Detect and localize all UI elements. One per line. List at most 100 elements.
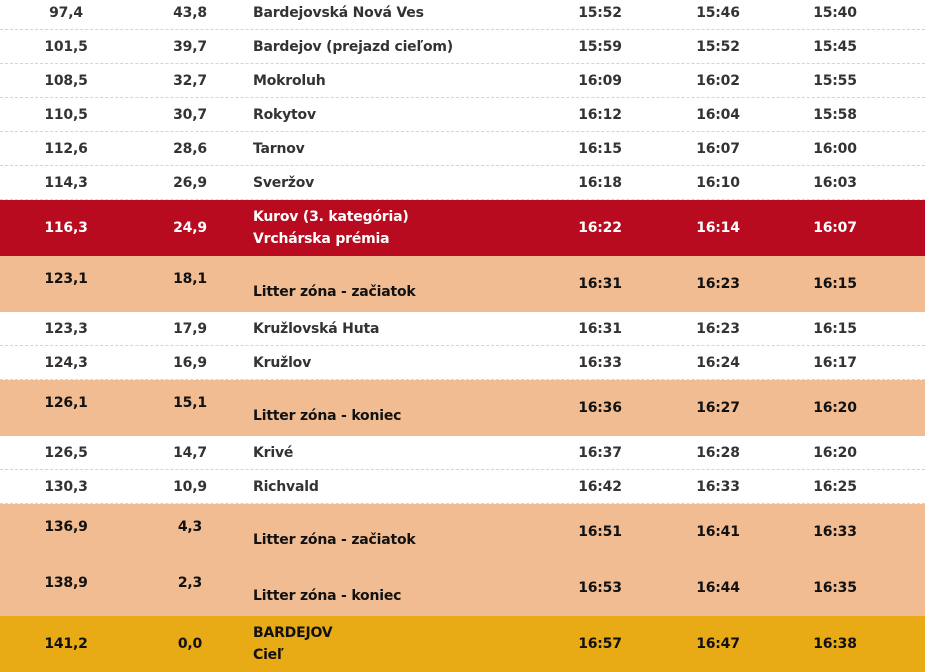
- time-mid: 16:41: [696, 524, 740, 540]
- time-slow: 16:20: [813, 445, 857, 461]
- place-name: Kurov (3. kategória): [253, 209, 409, 225]
- place: Mokroluh: [253, 73, 326, 89]
- place: BARDEJOV Cieľ: [253, 622, 333, 666]
- km-left: 43,8: [173, 5, 207, 21]
- km-done: 114,3: [44, 175, 88, 191]
- place: Litter zóna - začiatok: [253, 284, 416, 300]
- time-fast: 16:53: [578, 580, 622, 596]
- place: Tarnov: [253, 141, 305, 157]
- time-fast: 16:09: [578, 73, 622, 89]
- place: Richvald: [253, 479, 319, 495]
- time-mid: 16:07: [696, 141, 740, 157]
- time-fast: 16:22: [578, 220, 622, 236]
- table-row: 126,5 14,7 Krivé 16:37 16:28 16:20: [0, 436, 925, 470]
- km-left: 14,7: [173, 445, 207, 461]
- time-mid: 16:47: [696, 636, 740, 652]
- time-fast: 16:31: [578, 321, 622, 337]
- time-slow: 16:00: [813, 141, 857, 157]
- time-mid: 15:52: [696, 39, 740, 55]
- place: Bardejov (prejazd cieľom): [253, 39, 453, 55]
- km-done: 124,3: [44, 355, 88, 371]
- time-slow: 16:17: [813, 355, 857, 371]
- time-slow: 15:45: [813, 39, 857, 55]
- time-slow: 16:07: [813, 220, 857, 236]
- km-left: 30,7: [173, 107, 207, 123]
- time-fast: 16:31: [578, 276, 622, 292]
- place: Sveržov: [253, 175, 315, 191]
- km-done: 126,1: [44, 395, 88, 411]
- time-slow: 16:25: [813, 479, 857, 495]
- time-slow: 16:03: [813, 175, 857, 191]
- time-mid: 16:14: [696, 220, 740, 236]
- place: Kružlovská Huta: [253, 321, 380, 337]
- km-done: 136,9: [44, 519, 88, 535]
- table-row: 112,6 28,6 Tarnov 16:15 16:07 16:00: [0, 132, 925, 166]
- km-done: 130,3: [44, 479, 88, 495]
- time-mid: 16:33: [696, 479, 740, 495]
- km-done: 97,4: [49, 5, 83, 21]
- time-fast: 16:37: [578, 445, 622, 461]
- km-left: 26,9: [173, 175, 207, 191]
- time-slow: 16:15: [813, 276, 857, 292]
- time-slow: 15:58: [813, 107, 857, 123]
- time-slow: 16:38: [813, 636, 857, 652]
- km-done: 108,5: [44, 73, 88, 89]
- time-mid: 16:28: [696, 445, 740, 461]
- time-mid: 16:04: [696, 107, 740, 123]
- place: Kružlov: [253, 355, 312, 371]
- km-done: 126,5: [44, 445, 88, 461]
- place: Litter zóna - koniec: [253, 408, 402, 424]
- km-done: 141,2: [44, 636, 88, 652]
- time-mid: 15:46: [696, 5, 740, 21]
- km-done: 116,3: [44, 220, 88, 236]
- time-fast: 16:33: [578, 355, 622, 371]
- place-note: Vrchárska prémia: [253, 231, 390, 247]
- time-mid: 16:27: [696, 400, 740, 416]
- table-row: 97,4 43,8 Bardejovská Nová Ves 15:52 15:…: [0, 0, 925, 30]
- time-fast: 16:18: [578, 175, 622, 191]
- table-row-litter-zone: 126,1 15,1 Litter zóna - koniec 16:36 16…: [0, 380, 925, 436]
- place-note: Cieľ: [253, 647, 284, 663]
- km-left: 24,9: [173, 220, 207, 236]
- time-mid: 16:44: [696, 580, 740, 596]
- time-fast: 16:57: [578, 636, 622, 652]
- place: Bardejovská Nová Ves: [253, 5, 424, 21]
- km-left: 32,7: [173, 73, 207, 89]
- km-left: 18,1: [173, 271, 207, 287]
- place: Rokytov: [253, 107, 316, 123]
- km-done: 138,9: [44, 575, 88, 591]
- table-row: 108,5 32,7 Mokroluh 16:09 16:02 15:55: [0, 64, 925, 98]
- table-row-litter-zone: 138,9 2,3 Litter zóna - koniec 16:53 16:…: [0, 560, 925, 616]
- time-mid: 16:10: [696, 175, 740, 191]
- time-fast: 16:36: [578, 400, 622, 416]
- time-fast: 16:12: [578, 107, 622, 123]
- time-mid: 16:02: [696, 73, 740, 89]
- km-done: 101,5: [44, 39, 88, 55]
- km-left: 16,9: [173, 355, 207, 371]
- km-left: 10,9: [173, 479, 207, 495]
- table-row: 130,3 10,9 Richvald 16:42 16:33 16:25: [0, 470, 925, 504]
- time-fast: 15:52: [578, 5, 622, 21]
- time-fast: 16:15: [578, 141, 622, 157]
- table-row-litter-zone: 136,9 4,3 Litter zóna - začiatok 16:51 1…: [0, 504, 925, 560]
- time-fast: 16:42: [578, 479, 622, 495]
- place: Kurov (3. kategória) Vrchárska prémia: [253, 206, 409, 250]
- time-slow: 16:20: [813, 400, 857, 416]
- time-mid: 16:23: [696, 276, 740, 292]
- km-left: 2,3: [177, 575, 203, 591]
- time-slow: 15:55: [813, 73, 857, 89]
- table-row: 101,5 39,7 Bardejov (prejazd cieľom) 15:…: [0, 30, 925, 64]
- km-left: 17,9: [173, 321, 207, 337]
- table-row: 124,3 16,9 Kružlov 16:33 16:24 16:17: [0, 346, 925, 380]
- km-left: 28,6: [173, 141, 207, 157]
- time-slow: 16:35: [813, 580, 857, 596]
- table-row: 123,3 17,9 Kružlovská Huta 16:31 16:23 1…: [0, 312, 925, 346]
- km-done: 112,6: [44, 141, 88, 157]
- place: Litter zóna - koniec: [253, 588, 402, 604]
- table-row-climb: 116,3 24,9 Kurov (3. kategória) Vrchársk…: [0, 200, 925, 256]
- time-mid: 16:24: [696, 355, 740, 371]
- place: Litter zóna - začiatok: [253, 532, 416, 548]
- time-slow: 15:40: [813, 5, 857, 21]
- time-slow: 16:33: [813, 524, 857, 540]
